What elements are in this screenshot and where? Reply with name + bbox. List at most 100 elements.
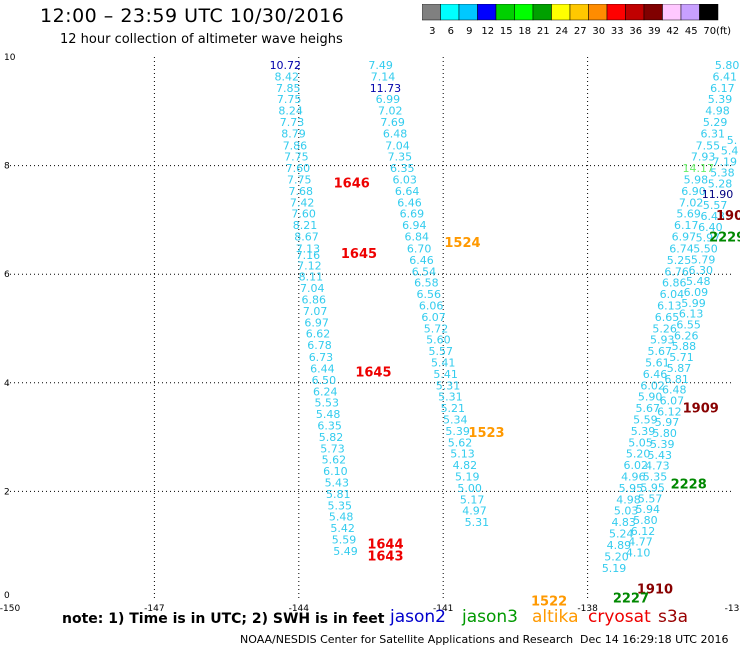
y-tick-label: 6: [4, 270, 10, 280]
swh-value: 6.13: [679, 308, 704, 321]
swh-value: 6.69: [400, 208, 425, 221]
legend-jason3: jason3: [462, 607, 518, 627]
swh-value: 4.82: [453, 459, 478, 472]
swh-value: 5.41: [431, 357, 456, 370]
swh-value: 5.35: [327, 499, 352, 512]
swh-value: 5.21: [441, 402, 466, 415]
swh-value: 8.42: [275, 70, 300, 83]
time-label: 190: [716, 209, 740, 224]
swh-value: 5.03: [614, 505, 639, 518]
swh-value: 5.80: [652, 427, 677, 440]
swh-value: 5.97: [696, 232, 721, 245]
swh-value: 6.02: [623, 459, 648, 472]
swh-value: 6.48: [662, 384, 687, 397]
swh-value: 5.99: [681, 297, 706, 310]
swh-value: 7.73: [280, 116, 305, 129]
time-label: 1645: [341, 247, 377, 262]
swh-value: 7.02: [378, 105, 403, 118]
swh-value: 8.67: [294, 231, 319, 244]
swh-value: 4.89: [607, 539, 632, 552]
swh-value: 6.46: [397, 196, 422, 209]
colorbar-label: 18: [518, 26, 531, 37]
credit-left: NOAA/NESDIS Center for Satellite Applica…: [240, 633, 574, 646]
swh-value: 6.09: [684, 286, 709, 299]
swh-value: 5.39: [650, 438, 675, 451]
y-tick-label: 10: [4, 53, 16, 63]
swh-value: 11.73: [370, 82, 402, 95]
swh-value: 7.04: [300, 282, 325, 295]
swh-value: 6.54: [412, 265, 437, 278]
swh-value: 6.44: [310, 362, 335, 375]
legend-cryosat: cryosat: [588, 607, 651, 627]
swh-value: 6.76: [664, 265, 689, 278]
swh-value: 6.24: [313, 385, 338, 398]
swh-value: 5.31: [438, 391, 463, 404]
swh-value: 6.48: [383, 127, 408, 140]
swh-value: 6.86: [301, 294, 326, 307]
legend-jason2: jason2: [390, 607, 446, 627]
time-label: 1643: [367, 549, 403, 564]
colorbar-unit: (ft): [716, 26, 731, 37]
swh-value: 5.62: [322, 454, 347, 467]
swh-value: 5.69: [676, 208, 701, 221]
swh-value: 7.75: [284, 151, 309, 164]
swh-value: 7.35: [388, 151, 413, 164]
y-tick-label: 2: [4, 487, 10, 497]
swh-value: 5.67: [636, 402, 661, 415]
swh-value: 5.43: [325, 477, 350, 490]
swh-value: 6.04: [660, 288, 685, 301]
swh-value: 7.04: [385, 139, 410, 152]
swh-value: 5.00: [457, 482, 482, 495]
swh-value: 7.69: [380, 116, 405, 129]
swh-value: 6.86: [662, 277, 687, 290]
swh-value: 6.64: [395, 185, 420, 198]
swh-value: 5.39: [708, 93, 733, 106]
swh-value: 6.10: [323, 465, 348, 478]
swh-value: 5.38: [710, 166, 735, 179]
swh-value: 5.42: [330, 522, 355, 535]
swh-value: 6.97: [672, 231, 697, 244]
swh-value: 4.73: [645, 460, 670, 473]
swh-value: 5.57: [638, 492, 663, 505]
colorbar-label: 12: [481, 26, 494, 37]
colorbar: 3 6 9 12 15 18 21 24 27 30 33 36 39 42 45 70 (ft): [422, 4, 731, 37]
swh-value: 4.96: [621, 471, 646, 484]
colorbar-label: 9: [466, 26, 472, 37]
swh-value: 6.73: [309, 351, 334, 364]
swh-value: 6.17: [710, 82, 735, 95]
swh-value: 4.98: [616, 493, 641, 506]
swh-value: 5.39: [631, 425, 656, 438]
colorbar-label: 21: [537, 26, 550, 37]
colorbar-label: 33: [611, 26, 624, 37]
swh-value: 7.86: [283, 139, 308, 152]
swh-value: 7.93: [691, 151, 716, 164]
swh-value: 6.07: [660, 395, 685, 408]
swh-value: 6.50: [312, 374, 337, 387]
swh-value: 6.78: [307, 339, 332, 352]
swh-value: 5.97: [655, 416, 680, 429]
swh-value: 5.50: [693, 242, 718, 255]
swh-value: 7.02: [679, 196, 704, 209]
y-tick-label: 4: [4, 379, 10, 389]
time-label: 1909: [683, 402, 719, 417]
swh-value: 4.10: [626, 547, 651, 560]
swh-value: 5.31: [465, 516, 490, 529]
swh-value: 7.19: [713, 156, 738, 169]
swh-value: 6.13: [657, 299, 682, 312]
swh-value: 7.75: [277, 93, 302, 106]
swh-value: 10.72: [270, 59, 302, 72]
swh-value: 6.58: [414, 277, 439, 290]
swh-value: 5.24: [609, 528, 634, 541]
time-label: 1524: [444, 236, 480, 251]
swh-value: 6.74: [669, 242, 694, 255]
swh-value: 5.71: [669, 351, 694, 364]
swh-value: 6.81: [664, 373, 689, 386]
x-tick-label: -150: [0, 604, 20, 614]
colorbar-label: 45: [685, 26, 698, 37]
swh-value: 5.88: [672, 340, 697, 353]
swh-value: 5.26: [652, 322, 677, 335]
swh-value: 5.57: [703, 199, 728, 212]
colorbar-label: 30: [592, 26, 605, 37]
swh-value: 6.35: [390, 162, 415, 175]
swh-value: 5.62: [448, 436, 473, 449]
